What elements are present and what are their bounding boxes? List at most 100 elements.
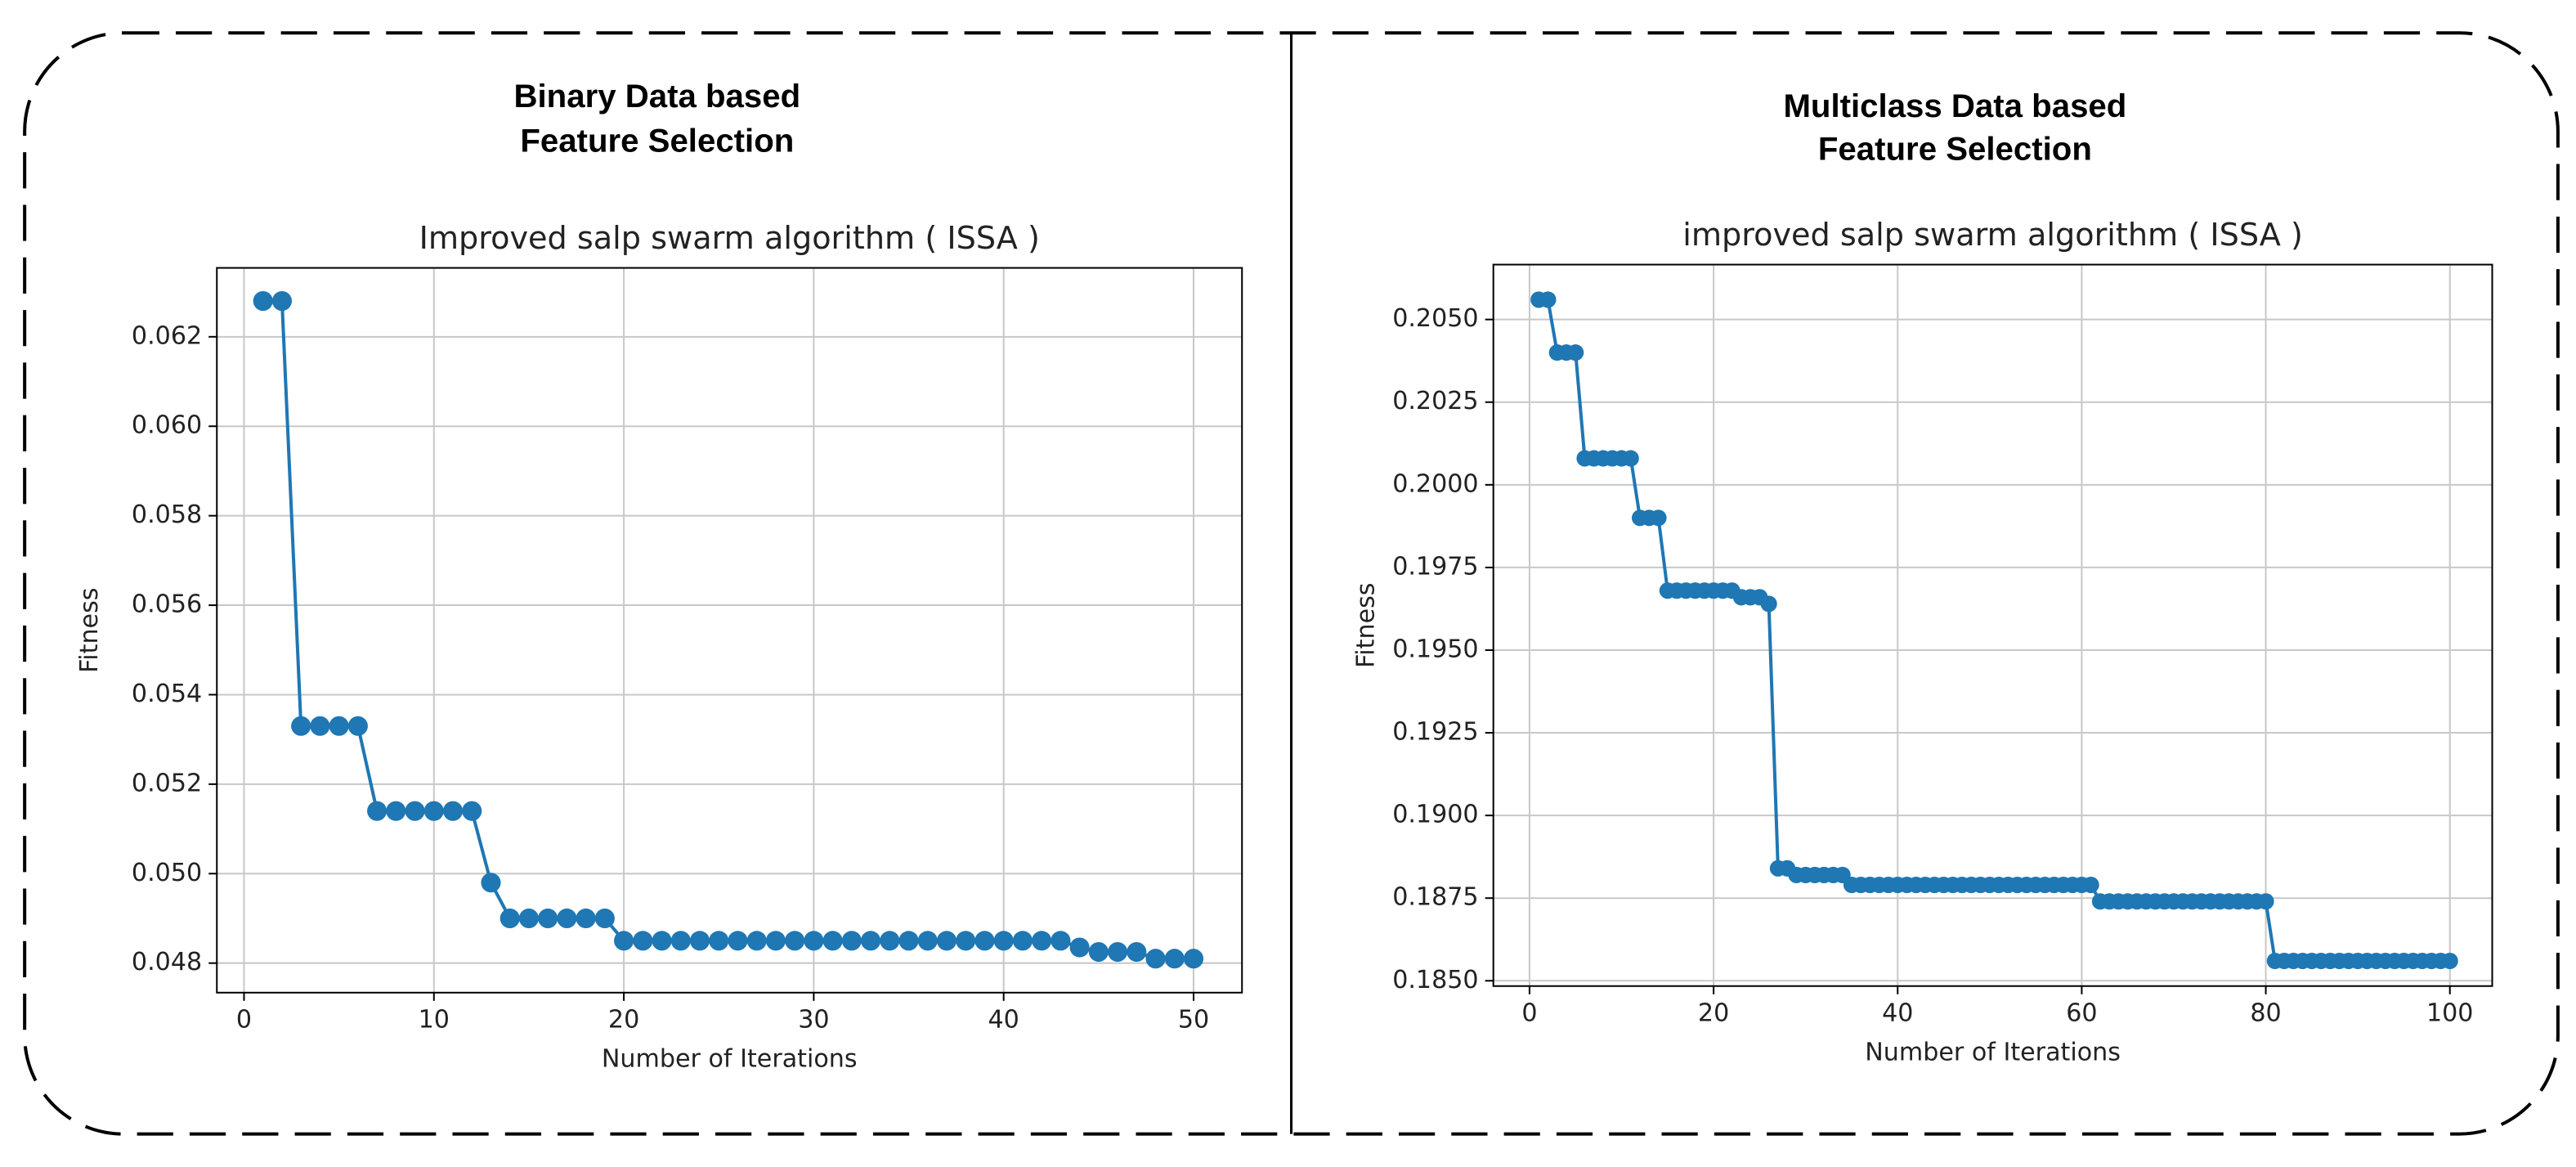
marker bbox=[557, 908, 577, 929]
x-tick-label: 50 bbox=[1178, 1005, 1209, 1034]
y-tick-label: 0.1950 bbox=[1392, 635, 1478, 663]
y-tick-label: 0.050 bbox=[132, 859, 202, 887]
chart-title: improved salp swarm algorithm ( ISSA ) bbox=[1682, 218, 2303, 254]
marker bbox=[993, 931, 1014, 951]
marker bbox=[1539, 291, 1557, 308]
marker bbox=[1650, 509, 1667, 527]
x-tick-label: 40 bbox=[988, 1005, 1019, 1034]
marker bbox=[1567, 344, 1584, 361]
marker bbox=[291, 716, 311, 736]
marker bbox=[271, 290, 292, 312]
x-tick-label: 100 bbox=[2426, 999, 2474, 1027]
marker bbox=[1051, 931, 1071, 951]
heading: Feature Selection bbox=[1818, 131, 2092, 168]
marker bbox=[785, 931, 805, 951]
marker bbox=[329, 716, 349, 736]
chart-title: Improved salp swarm algorithm ( ISSA ) bbox=[419, 221, 1040, 257]
line bbox=[1539, 298, 2450, 963]
y-tick-label: 0.1900 bbox=[1392, 801, 1478, 829]
y-axis-label: Fitness bbox=[1351, 582, 1380, 667]
x-axis-label: Number of Iterations bbox=[602, 1045, 858, 1074]
y-tick-label: 0.054 bbox=[132, 680, 202, 708]
marker bbox=[670, 931, 691, 951]
x-tick-label: 60 bbox=[2066, 999, 2097, 1027]
y-axis-label: Fitness bbox=[75, 588, 104, 673]
marker bbox=[936, 931, 957, 951]
marker bbox=[462, 801, 482, 821]
marker bbox=[1108, 941, 1128, 963]
marker bbox=[633, 931, 653, 951]
marker bbox=[880, 931, 900, 951]
marker bbox=[386, 801, 406, 821]
marker bbox=[594, 908, 615, 929]
marker bbox=[1183, 949, 1204, 969]
marker bbox=[652, 931, 672, 951]
marker bbox=[2257, 893, 2274, 910]
y-tick-label: 0.052 bbox=[132, 769, 202, 797]
marker bbox=[1145, 949, 1166, 969]
y-tick-label: 0.058 bbox=[132, 500, 202, 529]
marker bbox=[804, 931, 824, 951]
marker bbox=[861, 931, 881, 951]
y-tick-label: 0.060 bbox=[132, 411, 202, 440]
y-tick-label: 0.1850 bbox=[1392, 966, 1478, 994]
heading: Binary Data based bbox=[513, 78, 800, 114]
marker bbox=[1032, 931, 1052, 951]
plot-frame bbox=[1492, 263, 2493, 987]
marker bbox=[1012, 931, 1033, 951]
x-axis-label: Number of Iterations bbox=[1865, 1039, 2121, 1067]
marker bbox=[974, 931, 995, 951]
x-tick-label: 10 bbox=[419, 1005, 450, 1034]
marker bbox=[898, 931, 919, 951]
marker bbox=[310, 716, 330, 736]
marker bbox=[917, 931, 938, 951]
x-tick-label: 0 bbox=[236, 1005, 252, 1034]
marker bbox=[347, 716, 368, 736]
y-tick-label: 0.1875 bbox=[1392, 883, 1478, 912]
y-tick-label: 0.1925 bbox=[1392, 718, 1478, 747]
marker bbox=[728, 931, 748, 951]
heading: Feature Selection bbox=[520, 122, 794, 159]
y-tick-label: 0.1975 bbox=[1392, 552, 1478, 581]
marker bbox=[423, 801, 444, 821]
plot-frame bbox=[216, 267, 1243, 994]
marker bbox=[746, 931, 767, 951]
x-tick-label: 20 bbox=[608, 1005, 639, 1034]
marker bbox=[405, 801, 425, 821]
x-tick-label: 80 bbox=[2250, 999, 2281, 1027]
marker bbox=[2441, 952, 2458, 970]
y-tick-label: 0.062 bbox=[132, 321, 202, 350]
marker bbox=[822, 931, 843, 951]
marker bbox=[2082, 876, 2099, 894]
marker bbox=[1622, 450, 1639, 467]
heading: Multiclass Data based bbox=[1783, 88, 2126, 124]
marker bbox=[1760, 595, 1777, 613]
marker bbox=[1127, 941, 1147, 963]
marker bbox=[689, 931, 710, 951]
x-tick-label: 40 bbox=[1882, 999, 1913, 1027]
marker bbox=[442, 801, 464, 821]
marker bbox=[1069, 937, 1090, 958]
x-tick-label: 30 bbox=[798, 1005, 829, 1034]
marker bbox=[518, 908, 539, 929]
y-tick-label: 0.2050 bbox=[1392, 304, 1478, 333]
marker bbox=[500, 908, 520, 929]
marker bbox=[481, 873, 501, 893]
marker bbox=[709, 931, 729, 951]
marker bbox=[1164, 949, 1185, 969]
marker bbox=[614, 931, 634, 951]
y-tick-label: 0.2000 bbox=[1392, 469, 1478, 498]
y-tick-label: 0.2025 bbox=[1392, 387, 1478, 415]
marker bbox=[367, 801, 388, 821]
marker bbox=[253, 290, 273, 312]
y-tick-label: 0.048 bbox=[132, 948, 202, 976]
line bbox=[262, 299, 1194, 961]
marker bbox=[1088, 941, 1109, 963]
x-tick-label: 20 bbox=[1698, 999, 1729, 1027]
marker bbox=[956, 931, 976, 951]
y-tick-label: 0.056 bbox=[132, 590, 202, 619]
marker bbox=[765, 931, 786, 951]
marker bbox=[841, 931, 862, 951]
